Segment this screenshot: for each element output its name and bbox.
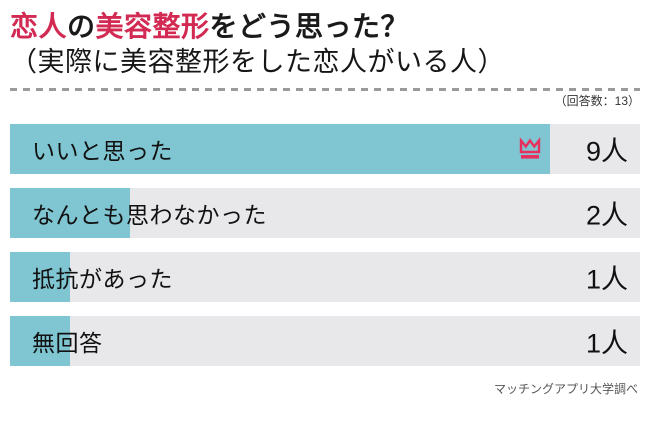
bar-label: 無回答 [32,330,103,357]
response-count: （回答数：13） [554,94,640,109]
source-credit: マッチングアプリ大学調べ [493,382,638,397]
chart-row: 抵抗があった 1人 [10,252,640,303]
bar-value: 9人 [585,136,628,167]
bar-label: いいと思った [32,138,173,165]
bar-fill [10,188,130,239]
bar-value: 1人 [585,328,628,359]
chart-row: なんとも思わなかった 2人 [10,188,640,239]
page-subtitle: （実際に美容整形をした恋人がいる人） [10,46,505,77]
title-segment-accent: 美容整形 [95,11,210,42]
dashed-divider [10,88,640,92]
survey-chart-page: 恋人の美容整形をどう思った？ （実際に美容整形をした恋人がいる人） （回答数：1… [10,10,640,397]
chart-rows: いいと思った 9人 なんとも思わなかった 2人 抵抗があった 1人 無回答 1人 [10,124,640,367]
title-segment-accent: 恋人 [10,11,68,42]
bar-fill [10,316,70,367]
title-segment: の [67,11,96,42]
bar-fill [10,252,70,303]
bar-value: 1人 [585,264,628,295]
chart-row: 無回答 1人 [10,316,640,367]
bar-label: 抵抗があった [32,266,173,293]
page-title: 恋人の美容整形をどう思った？ [10,10,640,44]
chart-row: いいと思った 9人 [10,124,640,175]
bar-label: なんとも思わなかった [32,202,267,229]
bar-fill [10,124,550,175]
bar-value: 2人 [585,200,628,231]
crown-icon [519,137,541,159]
title-segment: をどう思った？ [209,11,410,42]
